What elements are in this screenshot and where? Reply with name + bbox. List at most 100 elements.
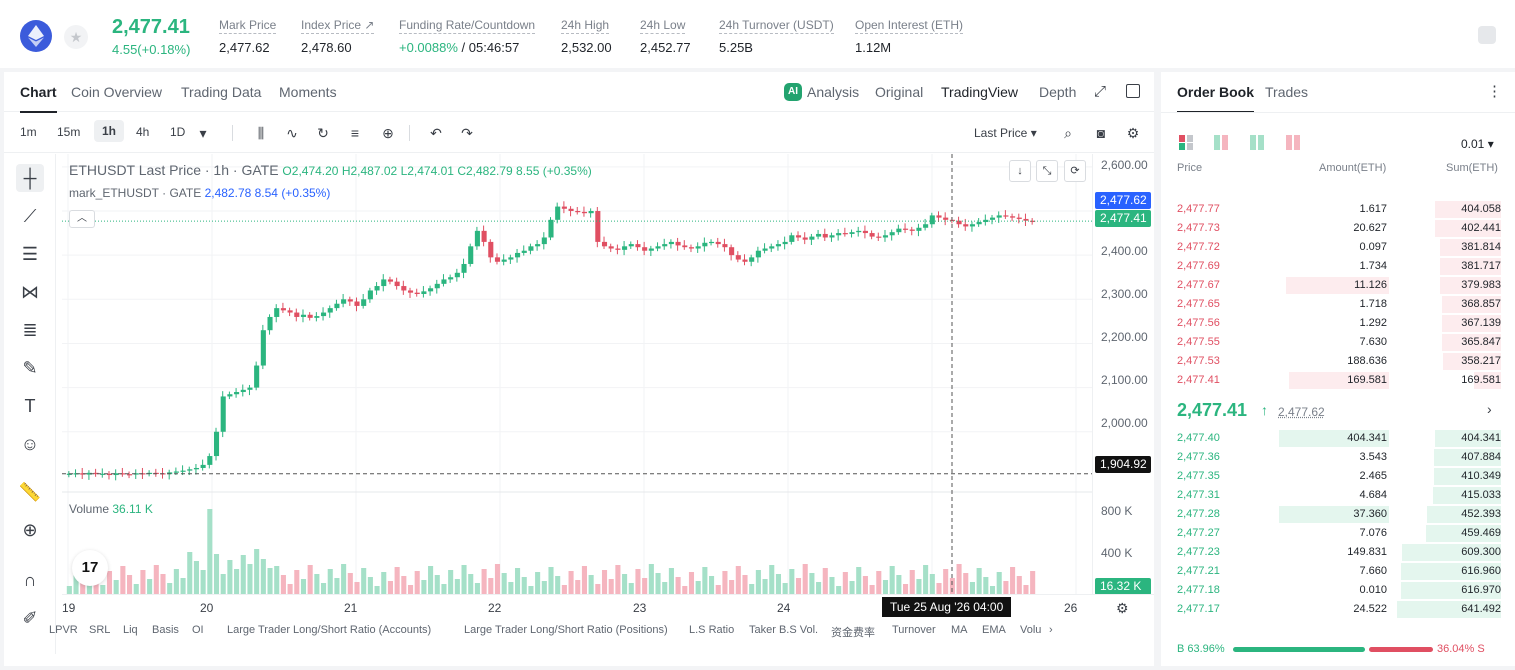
tab-chart[interactable]: Chart xyxy=(20,84,57,113)
fib-icon[interactable]: ≣ xyxy=(22,320,38,340)
indicator-ema[interactable]: EMA xyxy=(982,624,1006,636)
volume-tick: 800 K xyxy=(1101,504,1133,518)
timeframe-1h[interactable]: 1h xyxy=(94,120,125,142)
timeframe-4h[interactable]: 4h xyxy=(136,125,150,139)
bid-row[interactable]: 2,477.28 37.360 452.393 xyxy=(1161,505,1515,524)
reset-icon[interactable]: ⟳ xyxy=(1064,160,1086,182)
tab-order-book[interactable]: Order Book xyxy=(1177,84,1255,113)
brush-icon[interactable]: ✎ xyxy=(22,358,38,378)
notes-icon[interactable] xyxy=(1478,26,1496,44)
favorite-star-icon[interactable]: ★ xyxy=(64,25,88,49)
indicator-ls-accounts[interactable]: Large Trader Long/Short Ratio (Accounts) xyxy=(227,624,432,636)
view-analysis[interactable]: Analysis xyxy=(807,84,860,100)
fullscreen-icon[interactable] xyxy=(1126,84,1140,98)
precision-select[interactable]: 0.01 ▾ xyxy=(1461,137,1494,151)
text-icon[interactable]: T xyxy=(24,396,36,416)
price-source-select[interactable]: Last Price ▾ xyxy=(974,126,1037,140)
tab-trading-data[interactable]: Trading Data xyxy=(181,84,262,100)
ask-row[interactable]: 2,477.77 1.617 404.058 xyxy=(1161,200,1515,219)
pattern-icon[interactable]: ⋈ xyxy=(21,282,39,302)
tab-coin-overview[interactable]: Coin Overview xyxy=(71,84,163,100)
indicator-funding-rate[interactable]: 资金费率 xyxy=(831,627,875,639)
stat-index-price[interactable]: Index Price ↗ 2,478.60 xyxy=(301,18,375,55)
bid-row[interactable]: 2,477.21 7.660 616.960 xyxy=(1161,562,1515,581)
more-icon[interactable]: ⋮ xyxy=(1487,83,1502,100)
crosshair-icon[interactable]: ┼ xyxy=(16,164,44,192)
ask-row[interactable]: 2,477.69 1.734 381.717 xyxy=(1161,257,1515,276)
refresh-icon[interactable]: ↻ xyxy=(317,125,329,141)
view-original[interactable]: Original xyxy=(875,84,924,100)
candle-type-icon[interactable]: ⫼ xyxy=(257,125,265,141)
timeframe-1d[interactable]: 1D xyxy=(170,125,186,139)
ask-row[interactable]: 2,477.55 7.630 365.847 xyxy=(1161,333,1515,352)
tradingview-logo[interactable]: 17 xyxy=(72,550,108,586)
indicator-srl[interactable]: SRL xyxy=(89,624,111,636)
timeframe-1m[interactable]: 1m xyxy=(20,125,37,139)
trendline-icon[interactable]: ⟋ xyxy=(23,206,37,226)
chevron-right-icon[interactable]: › xyxy=(1049,624,1053,636)
templates-icon[interactable]: ≡ xyxy=(350,125,360,141)
ruler-icon[interactable]: 📏 xyxy=(18,482,42,502)
bid-row[interactable]: 2,477.40 404.341 404.341 xyxy=(1161,429,1515,448)
volume-bar xyxy=(769,565,775,594)
bid-row[interactable]: 2,477.17 24.522 641.492 xyxy=(1161,600,1515,619)
indicators-icon[interactable]: ∿ xyxy=(286,125,298,141)
candle xyxy=(675,241,681,246)
volume-bar xyxy=(688,572,695,594)
gear-icon[interactable]: ⚙ xyxy=(1126,125,1140,141)
indicator-volume[interactable]: Volu xyxy=(1020,624,1042,636)
timeframe-15m[interactable]: 15m xyxy=(57,125,81,139)
indicator-liq[interactable]: Liq xyxy=(123,624,138,636)
bid-row[interactable]: 2,477.23 149.831 609.300 xyxy=(1161,543,1515,562)
view-depth[interactable]: Depth xyxy=(1039,84,1077,100)
ask-row[interactable]: 2,477.41 169.581 169.581 xyxy=(1161,371,1515,390)
bid-row[interactable]: 2,477.36 3.543 407.884 xyxy=(1161,448,1515,467)
redo-icon[interactable]: ↷ xyxy=(461,125,473,141)
legend-collapse-button[interactable]: ︿ xyxy=(69,210,95,228)
chevron-right-icon[interactable]: › xyxy=(1487,401,1492,417)
emoji-icon[interactable]: ☺ xyxy=(20,434,40,454)
bid-row[interactable]: 2,477.35 2.465 410.349 xyxy=(1161,467,1515,486)
scroll-down-icon[interactable]: ↓ xyxy=(1009,160,1031,182)
ask-row[interactable]: 2,477.67 11.126 379.983 xyxy=(1161,276,1515,295)
axis-settings-icon[interactable]: ⚙ xyxy=(1116,600,1129,616)
chevron-down-icon[interactable]: ▾ xyxy=(199,125,207,141)
time-axis[interactable]: 19 20 21 22 23 24 26 Tue 25 Aug '26 04:0… xyxy=(62,594,1154,618)
tab-moments[interactable]: Moments xyxy=(279,84,337,100)
indicator-ls-positions[interactable]: Large Trader Long/Short Ratio (Positions… xyxy=(464,624,668,636)
ask-row[interactable]: 2,477.73 20.627 402.441 xyxy=(1161,219,1515,238)
ask-row[interactable]: 2,477.53 188.636 358.217 xyxy=(1161,352,1515,371)
shrink-icon[interactable]: ⤡ xyxy=(1036,160,1058,182)
expand-icon[interactable]: ⤢ xyxy=(1094,83,1107,100)
indicator-ma[interactable]: MA xyxy=(951,624,968,636)
view-tradingview[interactable]: TradingView xyxy=(941,84,1019,100)
layout-split-icon[interactable] xyxy=(1214,135,1230,151)
indicator-lpvr[interactable]: LPVR xyxy=(49,624,78,636)
ask-row[interactable]: 2,477.72 0.097 381.814 xyxy=(1161,238,1515,257)
tab-trades[interactable]: Trades xyxy=(1265,84,1309,100)
bid-row[interactable]: 2,477.31 4.684 415.033 xyxy=(1161,486,1515,505)
add-plus-icon[interactable]: ⊕ xyxy=(382,125,394,141)
search-icon[interactable]: ⌕ xyxy=(1064,125,1072,141)
magnet-icon[interactable]: ∩ xyxy=(23,570,37,590)
candlestick-chart[interactable] xyxy=(62,154,1092,602)
layout-both-icon[interactable] xyxy=(1179,135,1195,151)
ask-row[interactable]: 2,477.56 1.292 367.139 xyxy=(1161,314,1515,333)
camera-icon[interactable]: ◙ xyxy=(1096,125,1106,141)
indicator-ls-ratio[interactable]: L.S Ratio xyxy=(689,624,735,636)
undo-icon[interactable]: ↶ xyxy=(430,125,442,141)
pencil-lock-icon[interactable]: ✐ xyxy=(22,608,38,628)
indicator-oi[interactable]: OI xyxy=(192,624,204,636)
indicator-basis[interactable]: Basis xyxy=(152,624,179,636)
ai-analysis-icon[interactable]: AI xyxy=(784,83,802,101)
indicator-turnover[interactable]: Turnover xyxy=(892,624,936,636)
layout-bids-icon[interactable] xyxy=(1250,135,1266,151)
indicator-taker-vol[interactable]: Taker B.S Vol. xyxy=(749,624,819,636)
bid-row[interactable]: 2,477.18 0.010 616.970 xyxy=(1161,581,1515,600)
bid-row[interactable]: 2,477.27 7.076 459.469 xyxy=(1161,524,1515,543)
horizontal-lines-icon[interactable]: ☰ xyxy=(21,244,39,264)
zoom-in-icon[interactable]: ⊕ xyxy=(22,520,38,540)
price-axis[interactable]: 2,600.00 2,400.00 2,300.00 2,200.00 2,10… xyxy=(1092,154,1154,595)
ask-row[interactable]: 2,477.65 1.718 368.857 xyxy=(1161,295,1515,314)
layout-asks-icon[interactable] xyxy=(1286,135,1302,151)
